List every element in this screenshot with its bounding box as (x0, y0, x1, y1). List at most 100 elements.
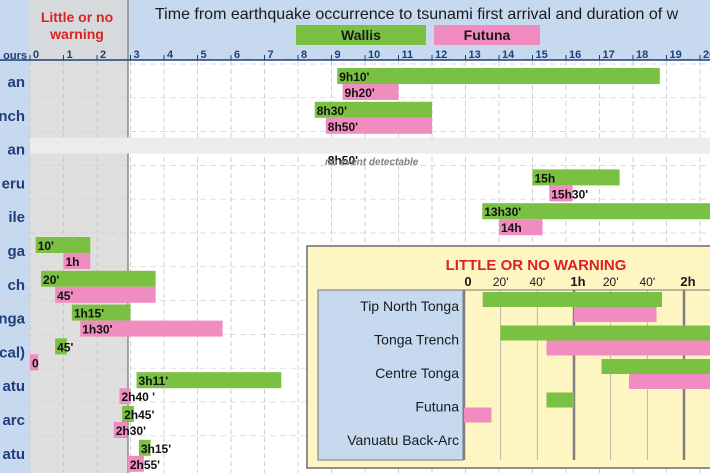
inset-tick-label: 20' (603, 275, 619, 289)
row-label: nch (0, 108, 25, 125)
row-label: ga (7, 243, 25, 260)
inset-bar-futuna (574, 307, 657, 322)
bar-futuna (55, 286, 156, 303)
x-tick-label: 1 (67, 49, 73, 61)
bar-value-label: 10' (38, 239, 54, 253)
warning-label-line2: warning (49, 26, 104, 42)
bar-value-label: 9h20' (345, 86, 375, 100)
bar-wallis (532, 169, 620, 186)
x-tick-label: 11 (402, 49, 414, 61)
bar-futuna (549, 185, 573, 202)
bar-value-label: 13h30' (484, 205, 521, 219)
row-label: eru (2, 175, 25, 192)
bar-value-label: 1h30' (82, 323, 112, 337)
x-tick-label: 12 (435, 49, 447, 61)
bar-value-label: 3h15' (141, 442, 171, 456)
row-labels: an nch an eru ile ga ch nga cal) atu arc atu (0, 74, 26, 463)
inset-tick-label: 0 (464, 274, 471, 289)
bar-value-label: 2h30' (116, 424, 146, 438)
inset-bars (464, 292, 710, 423)
bar-value-label: 1h15' (74, 307, 104, 321)
bar-value-label: 14h (501, 221, 522, 235)
inset-tick-label: 20' (493, 275, 509, 289)
bar-value-label: 3h11' (139, 374, 169, 388)
bar-futuna (342, 84, 399, 100)
inset-row-label: Vanuatu Back-Arc (347, 432, 459, 448)
inset-tick-label: 40' (530, 275, 546, 289)
warning-label-line1: Little or no (41, 9, 113, 25)
bar-futuna (30, 354, 39, 371)
bar-futuna (325, 117, 432, 134)
no-event-note: no event detectable (325, 157, 419, 168)
inset-row-label: Futuna (415, 399, 459, 415)
no-event-row-shade (30, 137, 710, 154)
inset-row-labels: Tip North Tonga Tonga Trench Centre Tonga F… (347, 298, 459, 448)
bar-wallis (71, 304, 131, 321)
bars (30, 68, 710, 472)
bar-wallis (41, 270, 156, 287)
inset-panel: LITTLE OR NO WARNING 0 20' 40' 1h 20' 40' 2h T… (306, 245, 710, 469)
x-tick-label: 19 (670, 49, 682, 61)
inset-title: LITTLE OR NO WARNING (446, 257, 627, 274)
bar-wallis (482, 203, 710, 220)
chart-title: Time from earthquake occurrence to tsuna… (155, 6, 679, 23)
bar-wallis (314, 101, 432, 118)
row-label: an (7, 74, 25, 91)
bar-value-label: 15h30' (551, 187, 588, 201)
x-tick-label: 10 (368, 49, 380, 61)
warning-zone (30, 0, 128, 473)
x-tick-label: 3 (134, 49, 140, 61)
inset-bar-wallis (500, 325, 710, 341)
bar-value-label: 0 (32, 356, 39, 370)
bar-value-label: 1h (66, 255, 80, 269)
bar-value-label: 45' (57, 340, 73, 354)
inset-bar-wallis (546, 392, 574, 408)
row-label: cal) (0, 344, 25, 361)
inset-tick-label: 1h (570, 274, 585, 289)
grid-layer (0, 55, 710, 473)
inset-bar-futuna (546, 340, 710, 356)
inset-bar-futuna (464, 407, 492, 423)
bar-labels: 9h10'8h30'15h13h30'10'20'1h15'45'3h11'2h… (32, 70, 588, 472)
row-label: atu (3, 446, 26, 463)
inset-tick-label: 40' (640, 275, 656, 289)
bar-wallis (337, 68, 660, 84)
bar-value-label: 9h10' (339, 70, 369, 84)
bar-futuna (113, 422, 128, 438)
bar-wallis (136, 372, 282, 389)
inset-bar-wallis (601, 359, 710, 374)
x-tick-label: 13 (469, 49, 481, 61)
x-tick-label: 18 (636, 49, 648, 61)
bar-wallis (122, 406, 134, 422)
x-tick-label: 0 (33, 49, 39, 61)
inset-bar-futuna (629, 374, 710, 389)
bar-value-label: 8h30' (317, 104, 347, 118)
x-tick-label: 7 (268, 49, 274, 61)
inset-bar-wallis (482, 292, 662, 307)
legend-swatch-futuna (434, 25, 540, 45)
bar-futuna (119, 388, 131, 405)
row-label: ch (7, 277, 25, 294)
x-tick-label: 17 (603, 49, 615, 61)
inset-row-label: Centre Tonga (375, 365, 459, 381)
legend-swatch-wallis (296, 25, 426, 45)
bar-value-label: 8h50' (328, 120, 358, 134)
x-tick-label: 16 (569, 49, 581, 61)
x-tick-label: 20 (703, 49, 710, 61)
x-tick-label: 5 (201, 49, 207, 61)
bar-futuna (63, 253, 91, 269)
bar-value-label: 20' (43, 273, 59, 287)
legend-label-futuna: Futuna (464, 27, 511, 43)
bar-wallis (138, 439, 151, 456)
x-tick-label: 15 (536, 49, 548, 61)
inset-row-label: Tonga Trench (374, 332, 459, 348)
x-axis-unit-label: ours (3, 50, 27, 62)
row-label: arc (2, 412, 25, 429)
bar-wallis (55, 338, 67, 355)
bar-value-label: 8h50' (328, 154, 358, 168)
bar-wallis (35, 237, 91, 253)
row-label: an (7, 142, 25, 159)
x-tick-label: 2 (100, 49, 106, 61)
